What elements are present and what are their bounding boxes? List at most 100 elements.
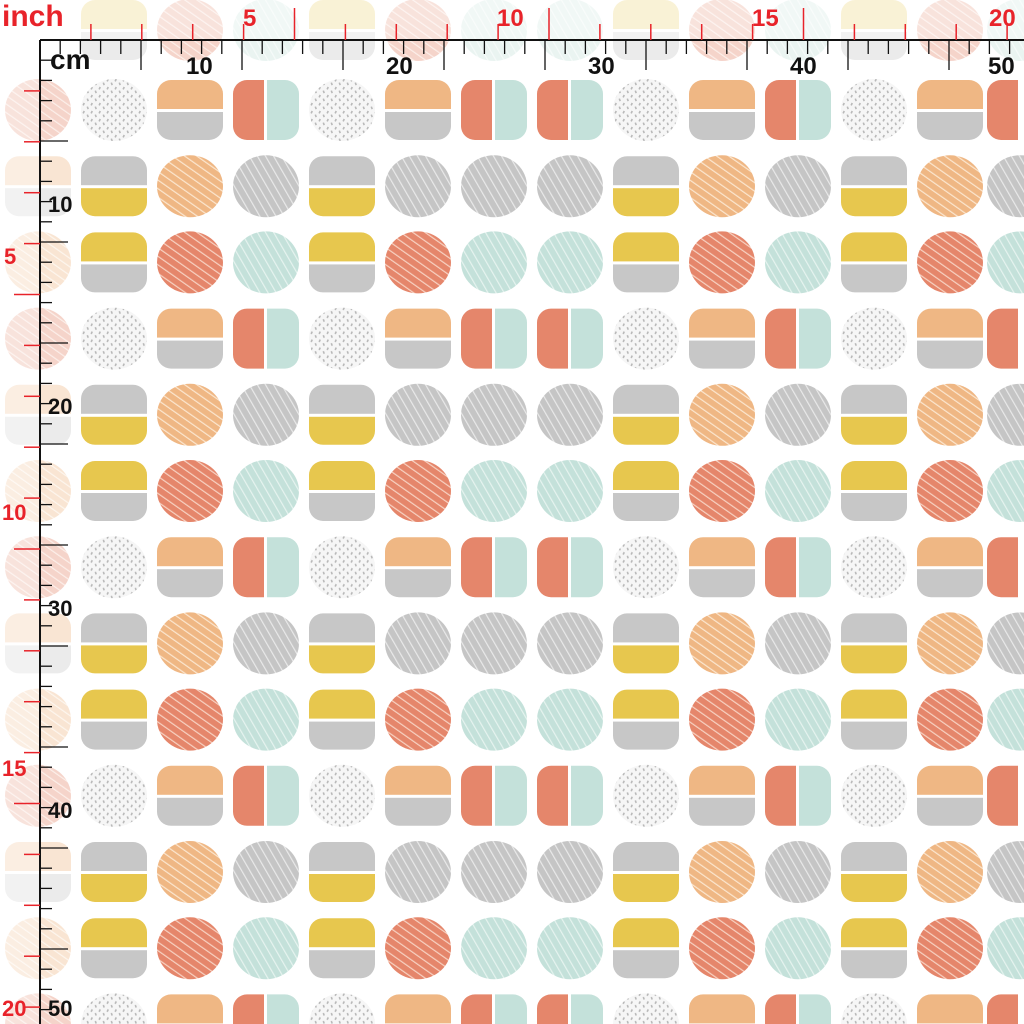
motif-peach-stripe [5,460,71,522]
motif-mint-stripe [987,688,1024,751]
motif-coral-stripe [689,688,755,751]
motif-coral-mint [233,765,299,826]
motif-grey-mustard [309,384,375,445]
motif-dots [613,79,679,141]
motif-peach-grey [5,384,71,445]
motif-coral-mint [537,994,603,1024]
motif-coral-half [987,537,1018,598]
motif-dots [613,307,679,370]
motif-mint-stripe [233,688,299,751]
motif-grey-mustard [841,384,907,445]
motif-coral-stripe [917,0,983,61]
motif-peach-grey [917,994,983,1024]
motif-mustard-grey [613,461,679,521]
motif-dots [613,993,679,1024]
motif-coral-stripe [157,460,223,522]
motif-peach-stripe [157,612,223,675]
motif-dots [309,536,375,599]
motif-mint-stripe [537,0,603,61]
motif-peach-stripe [157,155,223,218]
motif-mint-stripe [461,917,527,980]
motif-peach-stripe [917,155,983,218]
motif-dots [841,307,907,370]
motif-grey-mustard [841,156,907,217]
motif-peach-grey [917,80,983,140]
motif-mustard-grey [613,689,679,750]
motif-mustard-grey [309,918,375,979]
motif-grey-mustard [309,156,375,217]
motif-mint-stripe [987,460,1024,522]
motif-coral-mint [461,80,527,140]
motif-mint-stripe [987,231,1024,294]
motif-grey-stripe [765,612,831,675]
motif-dots [81,536,147,599]
motif-mustard-grey [309,689,375,750]
motif-grey-stripe [765,841,831,903]
motif-coral-stripe [689,460,755,522]
motif-mint-stripe [461,231,527,294]
motif-coral-mint [537,537,603,598]
motif-coral-mint [765,994,831,1024]
motif-grey-mustard [309,842,375,902]
motif-grey-mustard [613,156,679,217]
motif-peach-grey [917,308,983,369]
motif-mint-stripe [233,460,299,522]
motif-grey-stripe [461,841,527,903]
motif-mustard-grey [309,232,375,293]
motif-coral-stripe [5,79,71,141]
motif-mustard-grey [613,918,679,979]
motif-mint-stripe [537,917,603,980]
motif-coral-mint [461,765,527,826]
motif-coral-mint [765,80,831,140]
motif-coral-half [987,994,1018,1024]
motif-peach-grey [5,156,71,217]
motif-mint-stripe [461,688,527,751]
motif-coral-mint [233,994,299,1024]
motif-mustard-grey [309,0,375,60]
motif-coral-mint [461,308,527,369]
motif-grey-stripe [765,155,831,218]
motif-mint-stripe [765,0,831,61]
motif-mint-stripe [765,231,831,294]
motif-coral-stripe [157,917,223,980]
motif-dots [841,79,907,141]
motif-grey-stripe [987,841,1024,903]
motif-coral-stripe [917,917,983,980]
motif-grey-stripe [987,612,1024,675]
motif-peach-grey [157,80,223,140]
motif-peach-stripe [917,383,983,446]
motif-dots [309,79,375,141]
motif-peach-stripe [157,841,223,903]
motif-peach-stripe [5,231,71,294]
motif-peach-stripe [689,841,755,903]
motif-grey-stripe [461,155,527,218]
motif-grey-stripe [385,841,451,903]
inch-unit-label: inch [2,0,64,33]
motif-coral-mint [233,80,299,140]
motif-mint-stripe [765,688,831,751]
motif-coral-stripe [385,917,451,980]
motif-grey-stripe [233,383,299,446]
motif-grey-mustard [81,156,147,217]
motif-grey-mustard [309,613,375,674]
motif-grey-stripe [537,841,603,903]
motif-coral-mint [233,537,299,598]
motif-mint-stripe [537,231,603,294]
motif-peach-grey [385,537,451,598]
motif-mustard-grey [613,0,679,60]
motif-peach-stripe [5,917,71,980]
motif-peach-stripe [5,688,71,751]
motif-grey-mustard [81,384,147,445]
motif-dots [81,79,147,141]
motif-grey-stripe [385,155,451,218]
motif-mint-stripe [765,460,831,522]
motif-peach-stripe [917,841,983,903]
motif-coral-mint [537,80,603,140]
motif-peach-grey [385,80,451,140]
motif-peach-grey [385,308,451,369]
motif-mint-stripe [537,688,603,751]
motif-coral-stripe [385,460,451,522]
motif-peach-grey [917,765,983,826]
motif-peach-grey [157,994,223,1024]
